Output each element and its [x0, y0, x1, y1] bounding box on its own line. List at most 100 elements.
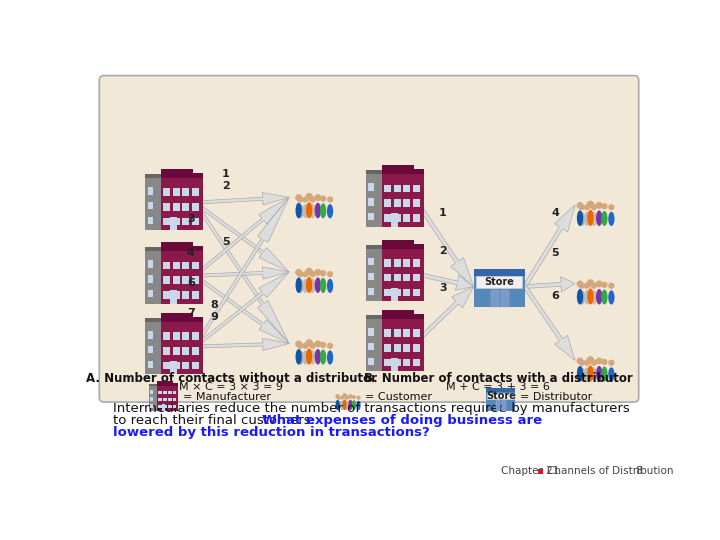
- Bar: [413, 344, 420, 352]
- Ellipse shape: [302, 350, 309, 365]
- Bar: [538, 469, 544, 475]
- Ellipse shape: [306, 348, 312, 364]
- Bar: [413, 199, 420, 207]
- Ellipse shape: [608, 212, 615, 226]
- Bar: [148, 202, 153, 210]
- Bar: [148, 361, 153, 368]
- Circle shape: [601, 359, 608, 365]
- Bar: [192, 291, 199, 299]
- Bar: [163, 276, 170, 284]
- Bar: [163, 333, 170, 340]
- Polygon shape: [413, 287, 474, 345]
- Text: 2: 2: [222, 181, 230, 192]
- Ellipse shape: [345, 401, 349, 410]
- Bar: [148, 260, 153, 268]
- Bar: [145, 174, 161, 178]
- Bar: [161, 242, 193, 246]
- Circle shape: [577, 357, 583, 364]
- Ellipse shape: [337, 401, 341, 410]
- Bar: [500, 289, 509, 307]
- Bar: [502, 400, 506, 410]
- Bar: [173, 390, 176, 394]
- Bar: [403, 274, 410, 281]
- Polygon shape: [195, 267, 289, 279]
- Bar: [382, 244, 423, 249]
- Bar: [403, 344, 410, 352]
- Ellipse shape: [327, 350, 333, 365]
- Text: Intermediaries reduce the number of transactions required by manufacturers: Intermediaries reduce the number of tran…: [113, 402, 630, 415]
- Text: B. Number of contacts with a distributor: B. Number of contacts with a distributor: [364, 372, 633, 384]
- Polygon shape: [523, 205, 575, 288]
- Bar: [394, 344, 400, 352]
- Ellipse shape: [352, 400, 356, 410]
- Bar: [391, 213, 398, 226]
- Circle shape: [297, 343, 304, 349]
- Polygon shape: [194, 197, 289, 277]
- Circle shape: [591, 282, 597, 289]
- Circle shape: [302, 271, 309, 278]
- Bar: [158, 390, 162, 394]
- Bar: [168, 397, 171, 401]
- Bar: [163, 188, 170, 196]
- Ellipse shape: [310, 204, 316, 218]
- Ellipse shape: [327, 279, 333, 293]
- Bar: [163, 291, 170, 299]
- Bar: [145, 251, 161, 303]
- Bar: [161, 251, 203, 303]
- Bar: [413, 185, 420, 192]
- Circle shape: [315, 341, 321, 347]
- Bar: [487, 393, 514, 400]
- Text: Store: Store: [485, 277, 514, 287]
- Ellipse shape: [588, 366, 593, 381]
- Bar: [145, 178, 161, 231]
- Bar: [163, 218, 170, 225]
- Bar: [161, 246, 203, 251]
- Bar: [163, 397, 167, 401]
- Circle shape: [579, 360, 585, 366]
- Bar: [391, 357, 398, 372]
- Bar: [145, 247, 161, 251]
- Bar: [369, 213, 374, 220]
- Ellipse shape: [608, 291, 615, 305]
- Bar: [148, 217, 153, 224]
- Bar: [145, 322, 161, 374]
- Text: 1: 1: [438, 208, 446, 218]
- Circle shape: [587, 279, 594, 287]
- Circle shape: [348, 394, 353, 399]
- Bar: [173, 261, 180, 269]
- Circle shape: [305, 193, 313, 200]
- Text: 8: 8: [210, 300, 218, 310]
- Ellipse shape: [584, 212, 590, 226]
- Bar: [369, 198, 374, 206]
- Bar: [168, 404, 171, 408]
- Ellipse shape: [295, 202, 302, 218]
- Ellipse shape: [596, 211, 603, 226]
- Text: 3: 3: [438, 283, 446, 293]
- Bar: [182, 261, 189, 269]
- Bar: [148, 331, 153, 339]
- Ellipse shape: [306, 277, 312, 293]
- Bar: [173, 291, 180, 299]
- Circle shape: [584, 282, 590, 289]
- Bar: [394, 199, 400, 207]
- Text: 1: 1: [222, 169, 230, 179]
- Bar: [170, 290, 177, 303]
- Bar: [369, 258, 374, 266]
- Bar: [366, 319, 382, 372]
- Ellipse shape: [356, 401, 361, 410]
- Circle shape: [315, 194, 321, 201]
- Bar: [413, 274, 420, 281]
- Ellipse shape: [295, 349, 302, 365]
- Polygon shape: [194, 197, 289, 347]
- Circle shape: [310, 343, 316, 349]
- Bar: [394, 329, 400, 337]
- Text: Chapter 21: Chapter 21: [500, 467, 559, 476]
- Polygon shape: [525, 276, 575, 292]
- Ellipse shape: [591, 291, 597, 305]
- Text: = Manufacturer: = Manufacturer: [183, 392, 271, 402]
- Bar: [182, 347, 189, 355]
- Text: to reach their final customers.: to reach their final customers.: [113, 414, 319, 427]
- Polygon shape: [413, 198, 474, 287]
- Ellipse shape: [577, 366, 583, 382]
- Circle shape: [327, 197, 333, 202]
